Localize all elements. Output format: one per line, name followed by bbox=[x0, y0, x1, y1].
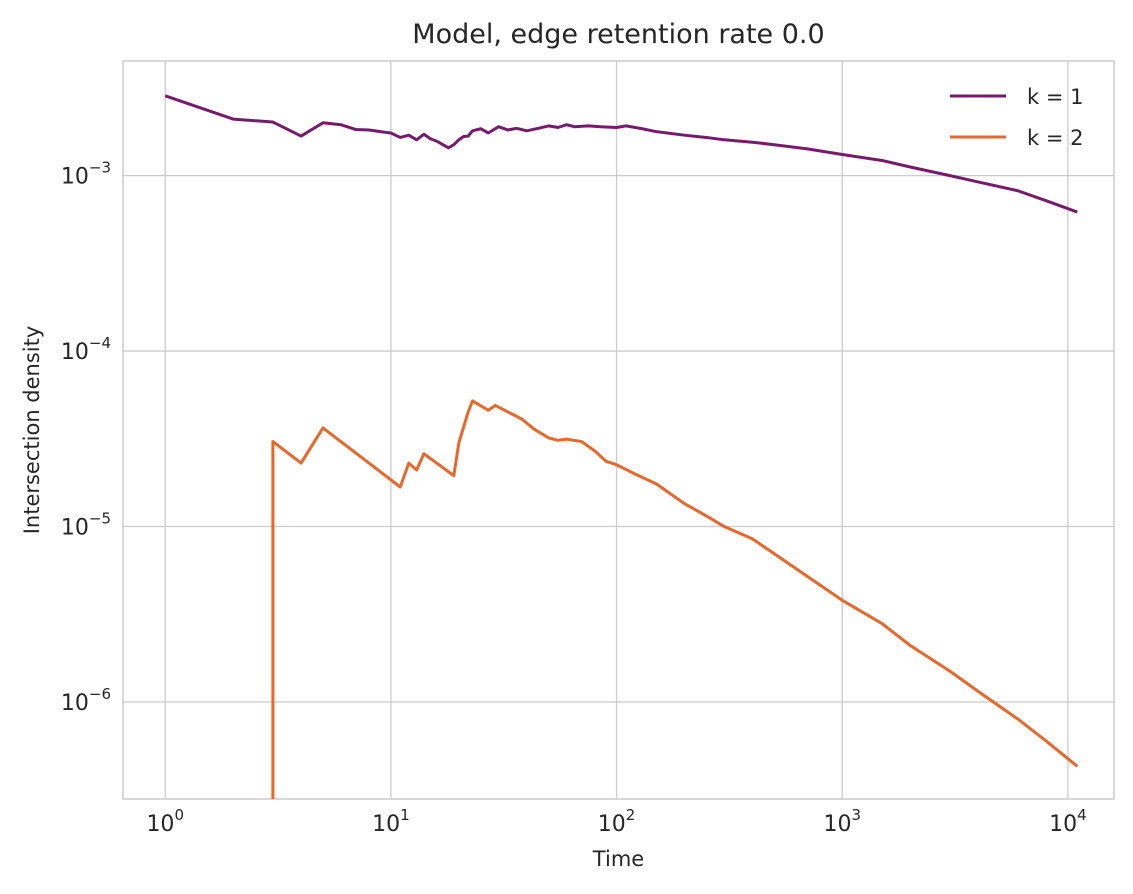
y-tick-exponent: −4 bbox=[89, 334, 111, 352]
legend: k = 1 k = 2 bbox=[950, 85, 1083, 150]
x-tick-base: 10 bbox=[372, 812, 400, 837]
x-tick-exponent: 0 bbox=[174, 806, 184, 824]
series-line-k2 bbox=[271, 399, 1079, 799]
x-tick-base: 10 bbox=[1049, 812, 1077, 837]
y-tick-base: 10 bbox=[61, 340, 89, 365]
x-tick-label: 104 bbox=[1049, 806, 1087, 837]
y-tick-base: 10 bbox=[61, 165, 89, 190]
plot-frame bbox=[122, 60, 1115, 800]
x-tick-base: 10 bbox=[598, 812, 626, 837]
series-line-k1 bbox=[164, 94, 1078, 214]
x-tick-label: 100 bbox=[146, 806, 184, 837]
x-tick-exponent: 2 bbox=[626, 806, 636, 824]
x-tick-base: 10 bbox=[146, 812, 174, 837]
y-tick-label: 10−4 bbox=[61, 334, 111, 365]
y-axis-label: Intersection density bbox=[20, 326, 44, 535]
legend-label: k = 1 bbox=[1027, 85, 1083, 109]
y-tick-label: 10−3 bbox=[61, 159, 111, 190]
x-tick-exponent: 3 bbox=[851, 806, 861, 824]
y-tick-label: 10−5 bbox=[61, 510, 111, 541]
y-tick-label: 10−6 bbox=[61, 685, 111, 716]
y-tick-base: 10 bbox=[61, 691, 89, 716]
legend-label: k = 2 bbox=[1027, 126, 1083, 150]
y-tick-exponent: −6 bbox=[89, 685, 111, 703]
x-tick-exponent: 1 bbox=[400, 806, 410, 824]
x-tick-label: 103 bbox=[823, 806, 861, 837]
series-lines bbox=[164, 94, 1079, 799]
x-tick-base: 10 bbox=[823, 812, 851, 837]
x-tick-label: 101 bbox=[372, 806, 410, 837]
x-tick-exponent: 4 bbox=[1077, 806, 1087, 824]
gridlines bbox=[123, 61, 1114, 799]
y-tick-exponent: −5 bbox=[89, 510, 111, 528]
chart-title: Model, edge retention rate 0.0 bbox=[412, 19, 824, 50]
y-tick-base: 10 bbox=[61, 516, 89, 541]
y-tick-exponent: −3 bbox=[89, 159, 111, 177]
x-axis-label: Time bbox=[592, 847, 644, 871]
x-tick-label: 102 bbox=[598, 806, 636, 837]
